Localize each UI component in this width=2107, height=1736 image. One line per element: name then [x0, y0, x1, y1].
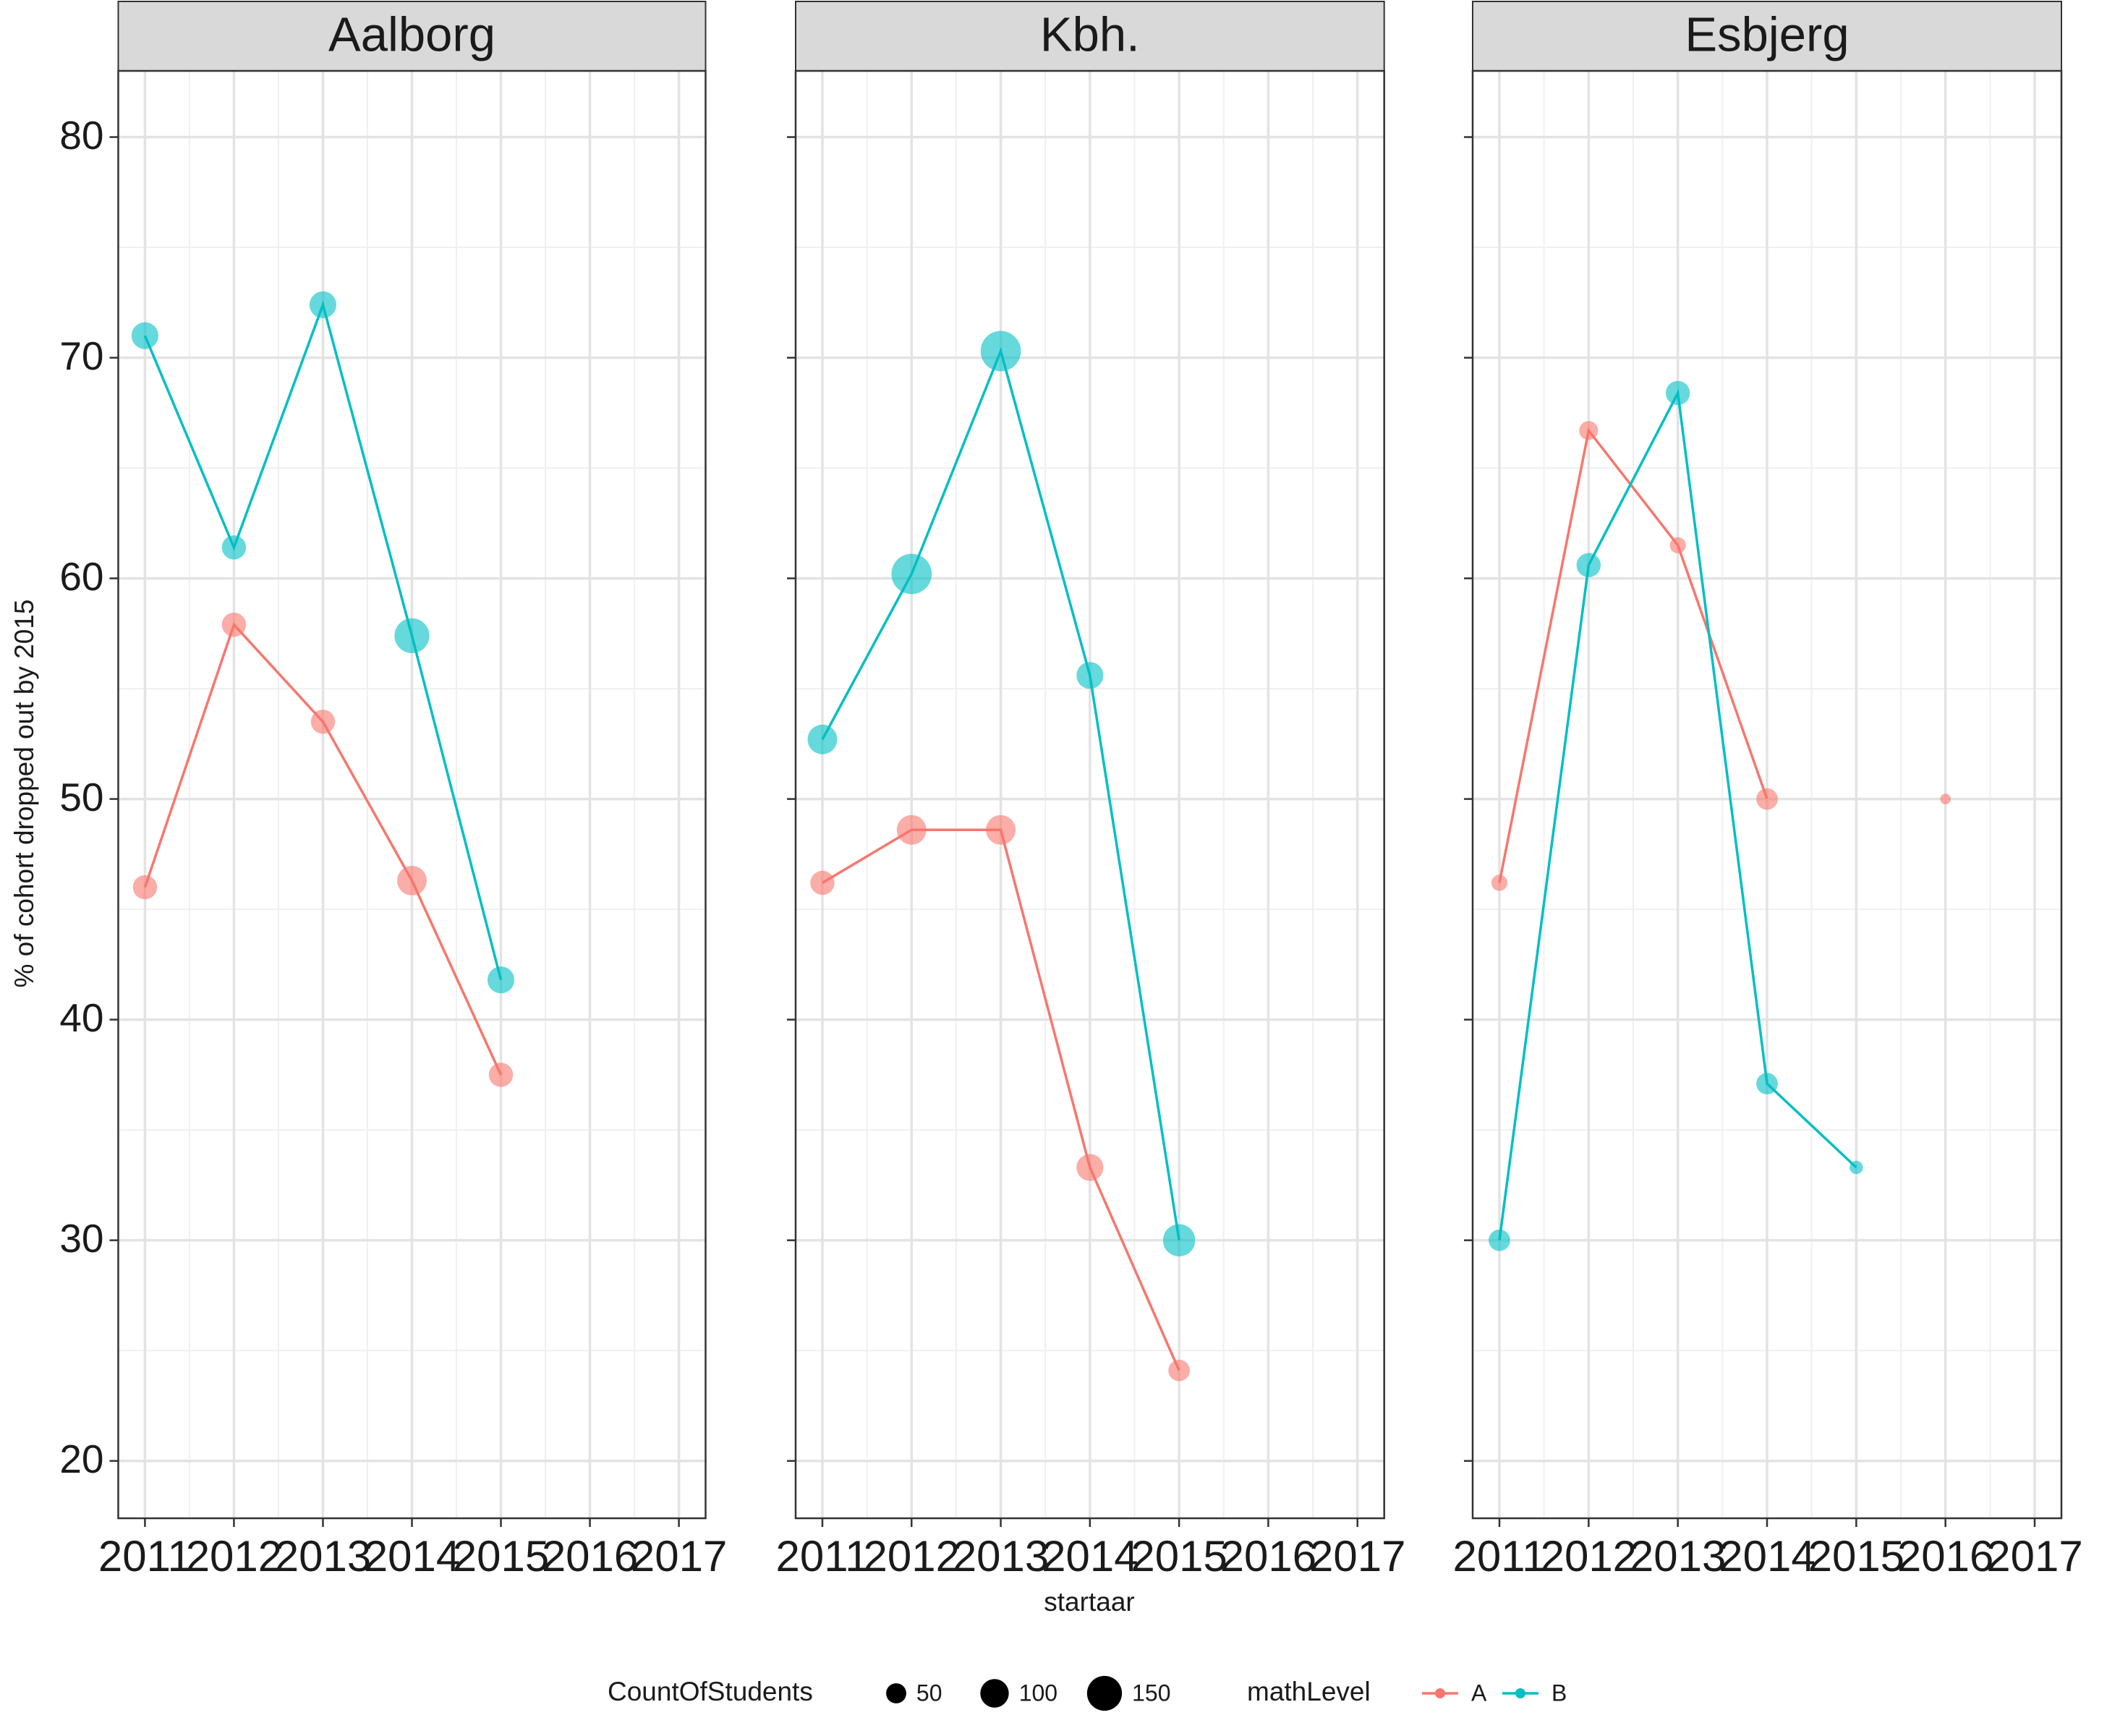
- x-tick-label: 2015: [1808, 1532, 1904, 1580]
- x-tick-label: 2014: [364, 1532, 460, 1580]
- size-legend-label: 50: [916, 1680, 942, 1706]
- data-point: [310, 710, 336, 734]
- y-tick-label: 40: [59, 995, 103, 1040]
- x-tick-label: 2017: [631, 1532, 727, 1580]
- data-point: [1162, 1224, 1196, 1256]
- size-legend-key: [980, 1679, 1009, 1708]
- panel-border: [794, 69, 1385, 1520]
- x-tick-label: 2011: [775, 1532, 869, 1580]
- data-point: [1669, 537, 1686, 553]
- x-tick-label: 2015: [453, 1532, 549, 1580]
- data-point: [986, 814, 1016, 845]
- data-point: [394, 618, 430, 654]
- data-point: [1076, 1154, 1104, 1181]
- data-point: [487, 966, 515, 994]
- data-point: [1940, 793, 1951, 804]
- facet-title: Esbjerg: [1685, 8, 1849, 62]
- size-legend-label: 100: [1019, 1680, 1057, 1706]
- x-tick-label: 2014: [1042, 1532, 1138, 1580]
- x-tick-label: 2013: [275, 1532, 371, 1580]
- data-point: [891, 553, 932, 595]
- y-tick-label: 50: [59, 775, 103, 820]
- size-legend-label: 150: [1132, 1680, 1170, 1706]
- legend-label: A: [1471, 1680, 1487, 1706]
- panel-border: [117, 69, 707, 1520]
- x-tick-label: 2016: [542, 1532, 638, 1580]
- legend-key-point: [1515, 1688, 1525, 1698]
- data-point: [1576, 553, 1601, 577]
- facet-strip: [117, 1, 707, 72]
- data-point: [131, 322, 158, 349]
- data-point: [1076, 662, 1104, 689]
- facet-title: Kbh.: [1040, 8, 1140, 62]
- color-legend-title: mathLevel: [1247, 1677, 1371, 1706]
- y-axis-label: % of cohort dropped out by 2015: [9, 600, 39, 988]
- x-tick-label: 2015: [1131, 1532, 1227, 1580]
- data-point: [221, 535, 247, 560]
- data-point: [1168, 1359, 1191, 1382]
- facet-strip: [795, 1, 1385, 72]
- x-tick-label: 2012: [864, 1532, 960, 1580]
- size-legend-key: [886, 1683, 906, 1703]
- size-legend-key: [1086, 1675, 1123, 1711]
- x-tick-label: 2013: [1630, 1532, 1726, 1580]
- x-axis-label: startaar: [1044, 1587, 1134, 1617]
- data-point: [309, 291, 337, 318]
- data-point: [397, 865, 427, 895]
- x-tick-label: 2011: [1452, 1532, 1546, 1580]
- legend-label: B: [1551, 1680, 1567, 1706]
- data-point: [1756, 1073, 1778, 1094]
- data-point: [132, 875, 158, 900]
- y-tick-label: 30: [59, 1216, 103, 1261]
- facet-title: Aalborg: [328, 8, 495, 62]
- x-tick-label: 2016: [1897, 1532, 1993, 1580]
- data-point: [1491, 875, 1508, 891]
- data-point: [896, 814, 927, 845]
- x-tick-label: 2017: [1309, 1532, 1405, 1580]
- data-point: [1850, 1160, 1863, 1175]
- x-tick-label: 2012: [186, 1532, 282, 1580]
- y-tick-label: 80: [59, 113, 103, 158]
- legend-key-point: [1435, 1688, 1445, 1698]
- data-point: [807, 724, 838, 754]
- size-legend-title: CountOfStudents: [608, 1677, 813, 1706]
- x-tick-label: 2012: [1541, 1532, 1637, 1580]
- x-tick-label: 2014: [1719, 1532, 1815, 1580]
- data-point: [488, 1063, 514, 1087]
- y-tick-label: 60: [59, 554, 103, 599]
- x-tick-label: 2016: [1220, 1532, 1316, 1580]
- panel-border: [1471, 69, 2063, 1520]
- x-tick-label: 2011: [98, 1532, 192, 1580]
- data-point: [980, 331, 1021, 372]
- data-point: [1756, 788, 1778, 810]
- data-point: [810, 870, 835, 895]
- data-point: [1489, 1229, 1510, 1251]
- data-point: [221, 612, 247, 637]
- y-tick-label: 70: [59, 333, 103, 378]
- x-tick-label: 2013: [953, 1532, 1049, 1580]
- data-point: [1665, 380, 1690, 406]
- facet-strip: [1472, 1, 2062, 72]
- y-tick-label: 20: [59, 1437, 103, 1481]
- x-tick-label: 2017: [1986, 1532, 2082, 1580]
- data-point: [1579, 421, 1599, 441]
